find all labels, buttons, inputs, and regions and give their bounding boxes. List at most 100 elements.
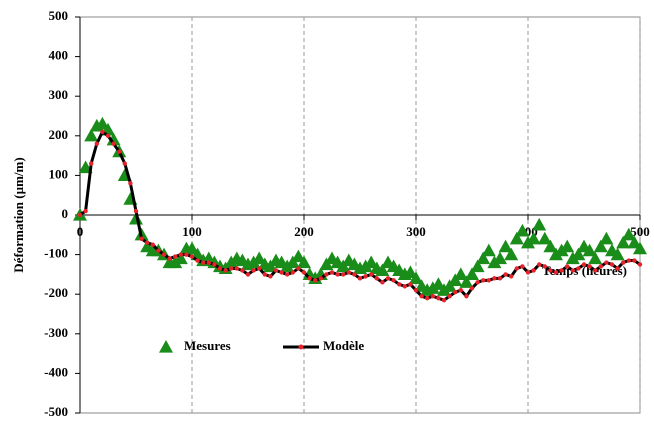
model-marker — [537, 262, 542, 267]
model-marker — [385, 276, 391, 281]
x-tick-label: 100 — [182, 224, 202, 239]
model-marker — [223, 268, 228, 273]
model-marker — [335, 272, 340, 277]
model-marker — [380, 280, 385, 285]
measure-marker — [515, 223, 530, 237]
model-marker — [212, 262, 217, 267]
model-marker — [469, 286, 475, 291]
measure-marker — [453, 267, 468, 280]
model-marker — [262, 272, 267, 277]
model-marker — [481, 278, 486, 283]
model-marker — [268, 274, 273, 279]
model-marker — [441, 297, 447, 303]
model-marker — [77, 212, 83, 218]
model-marker — [105, 133, 111, 138]
model-marker — [83, 208, 88, 214]
measure-marker — [599, 231, 614, 245]
model-marker — [514, 266, 519, 271]
measure-marker — [504, 247, 519, 261]
measure-marker — [537, 231, 552, 245]
model-marker — [352, 272, 357, 277]
model-marker — [178, 252, 183, 257]
model-marker — [447, 293, 452, 299]
measure-marker — [621, 227, 636, 241]
measure-marker — [476, 251, 491, 265]
model-marker — [201, 260, 206, 265]
model-marker — [408, 282, 413, 287]
model-marker — [397, 282, 402, 287]
measure-marker — [526, 231, 541, 245]
model-marker — [621, 260, 626, 265]
y-tick-label: -400 — [44, 364, 68, 379]
model-marker — [436, 295, 441, 301]
model-marker — [150, 242, 155, 247]
model-marker — [229, 266, 234, 271]
x-tick-label: 500 — [630, 224, 650, 239]
legend-label: Mesures — [184, 338, 231, 353]
model-marker — [217, 266, 223, 271]
measure-marker — [297, 255, 311, 269]
measure-marker — [593, 239, 608, 253]
model-marker — [184, 252, 189, 257]
x-axis-label: Temps (heures) — [542, 263, 627, 278]
measure-marker — [291, 249, 306, 263]
model-marker — [531, 268, 536, 273]
model-marker — [251, 268, 256, 273]
model-marker — [279, 270, 284, 275]
model-marker — [486, 278, 491, 283]
model-marker — [598, 264, 603, 269]
model-marker — [94, 141, 100, 146]
measure-marker — [560, 239, 575, 253]
y-tick-label: -300 — [44, 325, 68, 340]
measure-marker — [509, 231, 524, 245]
model-marker — [570, 268, 575, 273]
model-marker — [425, 295, 430, 301]
model-marker — [111, 141, 116, 146]
model-marker — [565, 264, 570, 269]
model-marker — [290, 270, 295, 275]
measure-marker — [459, 275, 474, 288]
model-marker — [497, 276, 503, 281]
y-tick-label: -500 — [44, 404, 68, 419]
measure-marker — [375, 263, 390, 277]
model-marker — [307, 276, 312, 281]
model-marker — [100, 129, 105, 135]
measure-marker — [95, 116, 110, 130]
model-marker — [632, 258, 637, 263]
model-marker — [206, 260, 211, 265]
model-marker — [161, 252, 167, 257]
legend-marker — [159, 340, 173, 353]
legend-marker — [298, 344, 304, 350]
measure-marker — [106, 132, 121, 146]
model-marker — [117, 149, 122, 154]
model-marker — [492, 276, 497, 281]
model-marker — [413, 288, 419, 293]
model-marker — [285, 272, 290, 277]
x-tick-label: 200 — [294, 224, 314, 239]
model-marker — [240, 268, 245, 273]
model-marker — [509, 274, 514, 279]
measure-marker — [498, 239, 513, 253]
measure-marker — [571, 247, 586, 261]
measure-marker — [409, 271, 423, 284]
model-marker — [329, 270, 335, 275]
model-marker — [453, 290, 458, 295]
model-marker — [503, 272, 508, 277]
y-axis-label: Déformation (µm/m) — [11, 157, 26, 272]
model-marker — [234, 266, 239, 271]
model-marker — [145, 240, 150, 245]
y-tick-label: 400 — [49, 48, 69, 63]
model-marker — [548, 268, 553, 273]
measure-marker — [470, 259, 485, 273]
model-marker — [363, 274, 368, 279]
model-marker — [257, 266, 262, 271]
model-marker — [391, 278, 396, 283]
measure-marker — [403, 265, 418, 279]
model-marker — [189, 254, 195, 259]
legend-label: Modèle — [323, 338, 364, 353]
model-marker — [615, 266, 620, 271]
measure-marker — [481, 243, 496, 257]
y-tick-label: -200 — [44, 285, 68, 300]
